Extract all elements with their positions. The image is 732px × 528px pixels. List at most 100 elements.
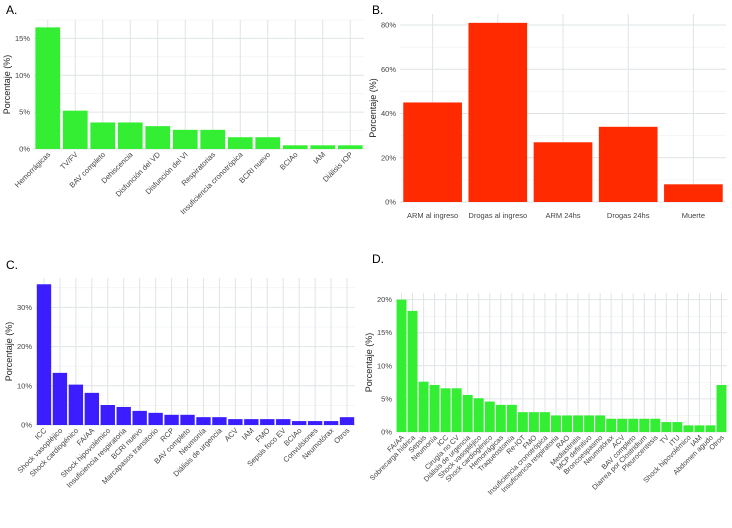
panel-c-letter: C. (6, 258, 18, 272)
bar (716, 385, 727, 432)
bar (650, 418, 661, 432)
bar (116, 406, 131, 425)
bar (672, 422, 683, 432)
bar (200, 129, 226, 149)
bar (337, 145, 363, 149)
panel-b-letter: B. (372, 3, 384, 17)
bar (84, 392, 100, 425)
y-tick-label: 60% (381, 65, 396, 74)
bar (403, 102, 462, 202)
bar (117, 122, 143, 149)
bar (307, 421, 323, 425)
bar (506, 404, 517, 432)
y-tick-label: 20% (381, 153, 396, 162)
y-tick-label: 10% (377, 361, 392, 370)
bar (228, 419, 243, 425)
bar (323, 421, 339, 425)
bar (52, 372, 68, 425)
y-tick-label: 30% (17, 303, 32, 312)
bar (429, 385, 440, 432)
plot-area (36, 278, 355, 425)
bar (68, 384, 84, 425)
bar (418, 381, 429, 432)
chart-panel-2: 0% 20% 40% 60% 80% ARM al ingreso Drogas al in… (368, 14, 726, 220)
bar (148, 412, 163, 425)
bar (396, 299, 407, 432)
bar (172, 129, 198, 149)
x-tick-label: ACV (223, 426, 240, 443)
bar (212, 417, 227, 425)
bar (36, 284, 52, 425)
x-tick-label: BCIAo (278, 150, 300, 172)
y-tick-label: 0% (381, 428, 392, 437)
bar (310, 145, 336, 149)
bar (440, 388, 451, 432)
bar (339, 417, 355, 425)
y-axis-title: Porcentaje (%) (4, 322, 14, 382)
y-tick-label: 10% (15, 71, 30, 80)
bar (255, 137, 281, 149)
bar (705, 425, 716, 432)
bar (276, 419, 291, 425)
bar (661, 422, 672, 432)
bar (517, 412, 528, 432)
y-tick-label: 20% (17, 342, 32, 351)
y-tick-label: 0% (385, 198, 396, 207)
bar (683, 425, 694, 432)
bar (282, 145, 308, 149)
bar (473, 398, 484, 432)
bar (145, 126, 171, 149)
x-tick-label: ARM 24hs (545, 211, 580, 220)
bar (533, 142, 593, 202)
y-axis-title: Porcentaje (%) (2, 55, 12, 115)
y-tick-label: 0% (21, 421, 32, 430)
x-tick-label: IAM (311, 150, 327, 166)
bar (628, 418, 639, 432)
bar (573, 415, 584, 432)
x-tick-label: Muerte (682, 211, 705, 220)
bar (528, 412, 539, 432)
x-tick-label: Drogas al ingreso (468, 211, 527, 220)
bar (606, 418, 617, 432)
bar (132, 410, 147, 425)
bar (462, 394, 473, 432)
bar (468, 22, 528, 202)
bar (35, 27, 61, 149)
bar (260, 419, 275, 425)
y-tick-label: 0% (19, 145, 30, 154)
bar (584, 415, 595, 432)
bar (451, 388, 462, 432)
bar (598, 126, 658, 202)
x-tick-label: Drogas 24hs (607, 211, 650, 220)
bar (90, 122, 116, 149)
bar (291, 421, 307, 425)
bar (495, 404, 506, 432)
bar (180, 414, 195, 425)
plot-area (34, 20, 364, 149)
y-tick-label: 5% (381, 394, 392, 403)
bar (484, 401, 495, 432)
y-tick-label: 15% (15, 34, 30, 43)
bar (196, 417, 211, 425)
bar (562, 415, 572, 432)
y-tick-label: 80% (381, 21, 396, 30)
bar (639, 418, 650, 432)
bar (664, 184, 723, 202)
bar (164, 414, 179, 425)
bar (539, 412, 550, 432)
panel-a-letter: A. (6, 3, 18, 17)
bar (551, 415, 561, 432)
bar (100, 405, 115, 425)
y-tick-label: 10% (17, 381, 32, 390)
bar (244, 419, 259, 425)
y-tick-label: 15% (377, 328, 392, 337)
bar (617, 418, 628, 432)
y-tick-label: 20% (377, 295, 392, 304)
bar (694, 425, 705, 432)
y-axis-title: Porcentaje (%) (364, 333, 374, 393)
y-tick-label: 5% (19, 108, 30, 117)
